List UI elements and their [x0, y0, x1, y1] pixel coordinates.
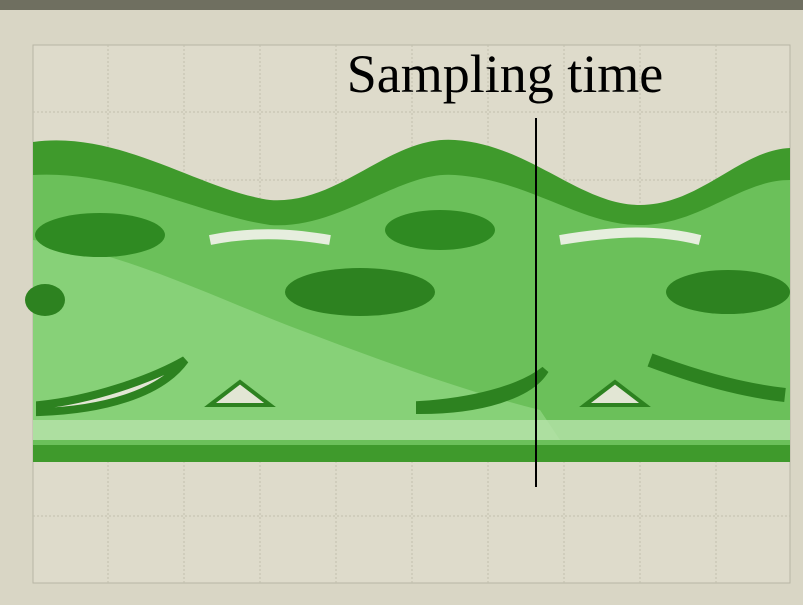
- eye-band: [33, 420, 790, 440]
- eye-opening: [385, 210, 495, 250]
- scope-screen: Sampling time: [0, 0, 803, 605]
- eye-opening: [35, 213, 165, 257]
- eye-opening: [285, 268, 435, 316]
- top-bar: [0, 0, 803, 10]
- eye-opening: [25, 284, 65, 316]
- eye-opening: [666, 270, 790, 314]
- annotation: Sampling time: [347, 44, 664, 104]
- page: {"annotation": "Sampling time"} Sampling…: [0, 0, 803, 605]
